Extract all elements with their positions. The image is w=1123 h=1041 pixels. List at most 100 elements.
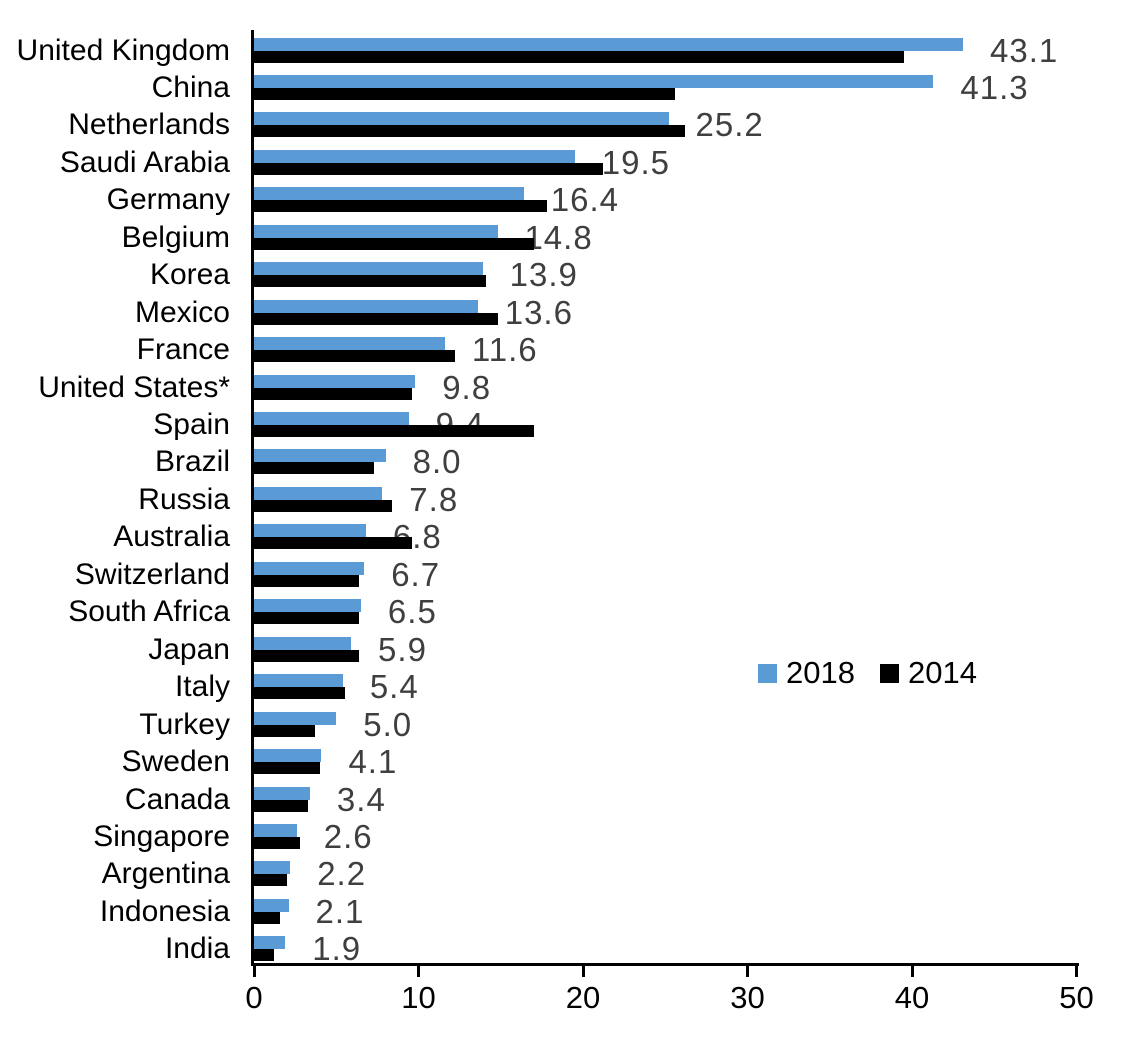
bar-2014 <box>254 87 676 100</box>
category-label: Belgium <box>121 220 230 254</box>
country-row: China 41.3 <box>0 71 1123 113</box>
value-label: 11.6 <box>471 331 538 369</box>
country-row: Spain9.4 <box>0 408 1123 450</box>
value-label: 14.8 <box>524 218 593 256</box>
category-label: Russia <box>138 482 230 516</box>
bar-2018 <box>254 749 322 763</box>
bar-2014 <box>254 911 281 924</box>
bar-2018 <box>254 74 934 88</box>
bar-2018 <box>254 861 291 875</box>
category-label: India <box>164 932 230 966</box>
x-tick-label: 30 <box>730 980 765 1015</box>
category-label: Australia <box>113 520 230 554</box>
category-label: South Africa <box>68 595 230 629</box>
bar-2014 <box>254 162 603 175</box>
country-row: Argentina 2.2 <box>0 857 1123 899</box>
bar-2018 <box>254 262 483 276</box>
country-row: Russia 7.8 <box>0 483 1123 525</box>
value-label: 2.2 <box>317 855 367 893</box>
value-label: 2.6 <box>323 817 373 855</box>
country-row: United States* 9.8 <box>0 371 1123 413</box>
country-row: Belgium 14.8 <box>0 221 1123 263</box>
bar-2014 <box>254 462 375 475</box>
x-axis-line <box>251 963 1079 966</box>
bar-2014 <box>254 312 498 325</box>
country-row: France 11.6 <box>0 333 1123 375</box>
category-label: Germany <box>106 183 230 217</box>
value-label: 8.0 <box>412 443 462 481</box>
country-row: United Kingdom 43.1 <box>0 34 1123 76</box>
bar-2014 <box>254 687 345 700</box>
x-tick-mark <box>417 966 420 977</box>
value-label: 16.4 <box>550 181 619 219</box>
bar-2018 <box>254 37 963 51</box>
bar-2014 <box>254 499 393 512</box>
country-row: Germany 16.4 <box>0 183 1123 225</box>
bar-2014 <box>254 537 412 550</box>
category-label: Saudi Arabia <box>59 145 230 179</box>
bar-2018 <box>254 786 310 800</box>
value-label: 5.4 <box>369 668 419 706</box>
x-tick-label: 20 <box>565 980 601 1015</box>
value-label: 3.4 <box>336 780 386 818</box>
bar-2018 <box>254 374 416 388</box>
category-label: Korea <box>149 258 230 292</box>
country-row: Australia 6.8 <box>0 520 1123 562</box>
x-tick-label: 40 <box>894 980 930 1015</box>
bar-2014 <box>254 762 320 775</box>
country-row: Canada 3.4 <box>0 783 1123 825</box>
category-label: Switzerland <box>74 557 230 591</box>
country-row: South Africa 6.5 <box>0 595 1123 637</box>
country-row: Indonesia 2.1 <box>0 895 1123 937</box>
bar-2014 <box>254 836 301 849</box>
value-label: 6.7 <box>391 555 441 593</box>
category-label: Japan <box>148 632 230 666</box>
category-label: United Kingdom <box>16 33 230 67</box>
bar-2018 <box>254 674 343 688</box>
category-label: Italy <box>174 670 230 704</box>
bar-2014 <box>254 200 547 213</box>
country-row: Singapore 2.6 <box>0 820 1123 862</box>
bar-2014 <box>254 237 534 250</box>
category-label: Indonesia <box>99 894 230 928</box>
x-tick-mark <box>581 966 585 977</box>
category-label: Argentina <box>101 857 230 891</box>
bar-2018 <box>254 299 478 313</box>
category-label: Singapore <box>93 819 230 853</box>
value-label: 4.1 <box>348 743 398 781</box>
value-label: 9.8 <box>442 368 492 406</box>
bar-2014 <box>254 387 412 400</box>
bar-2014 <box>254 949 274 962</box>
value-label: 13.6 <box>504 293 573 331</box>
bar-2014 <box>254 275 486 288</box>
country-row: Brazil 8.0 <box>0 445 1123 487</box>
bar-2014 <box>254 724 315 737</box>
bar-2014 <box>254 799 309 812</box>
country-row: India 1.9 <box>0 932 1123 974</box>
x-tick-mark <box>910 966 914 977</box>
category-label: China <box>151 70 230 104</box>
country-row: Netherlands 25.2 <box>0 108 1123 150</box>
bar-2018 <box>254 112 669 126</box>
bar-2018 <box>254 636 352 650</box>
country-row: Italy 5.4 <box>0 670 1123 712</box>
category-label: Spain <box>153 408 230 441</box>
value-label: 2.1 <box>315 892 365 930</box>
x-tick-label: 50 <box>1059 980 1094 1015</box>
bar-2014 <box>254 125 685 138</box>
bar-2014 <box>254 874 287 887</box>
bar-2018 <box>254 337 445 351</box>
bar-2018 <box>254 823 297 837</box>
bar-2018 <box>254 449 386 463</box>
bar-2018 <box>254 149 575 163</box>
x-tick-label: 10 <box>401 980 436 1015</box>
bar-2018 <box>254 936 286 950</box>
value-label: 5.0 <box>363 705 413 743</box>
legend-label-2018: 2018 <box>786 655 855 690</box>
category-label: United States* <box>38 370 230 404</box>
bar-2018 <box>254 187 524 201</box>
country-row: Turkey 5.0 <box>0 708 1123 750</box>
bar-2018 <box>254 486 383 500</box>
legend-label-2014: 2014 <box>907 655 977 690</box>
bar-2018 <box>254 412 409 425</box>
